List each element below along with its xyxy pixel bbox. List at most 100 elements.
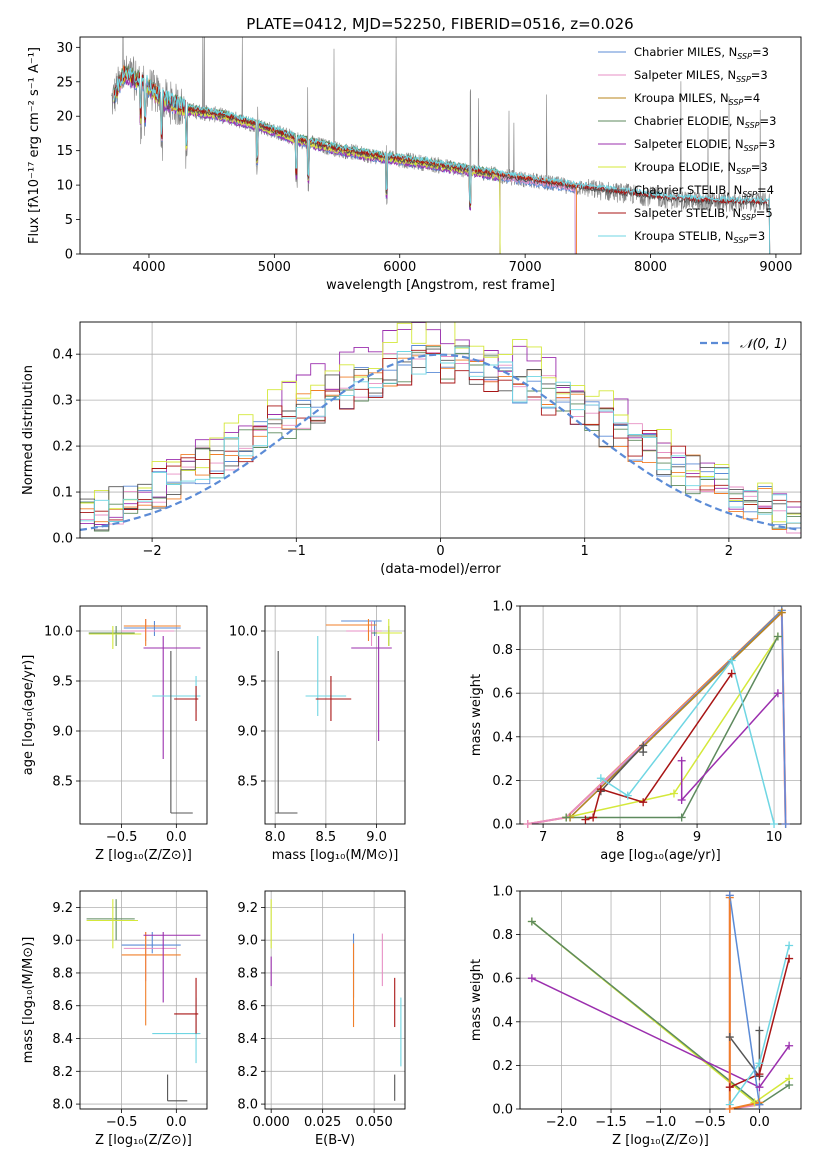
x-tick-label: 0.0	[166, 1115, 187, 1130]
weight-point	[623, 791, 632, 800]
weight-point	[562, 813, 571, 822]
panel-mass-weight-vs-Z: −2.0 −1.5 −1.0 −0.5 0.0 0.0 0.2 0.4 0.6 0.8 1.0 Z […	[469, 885, 802, 1148]
residual-histogram	[80, 346, 801, 524]
y-tick-label: 0.1	[52, 486, 73, 501]
y-tick-label: 0.2	[492, 774, 513, 789]
y-tick-label: 8.8	[237, 966, 258, 981]
residual-histogram	[80, 322, 801, 525]
y-tick-label: 25	[56, 75, 73, 90]
error-cross	[88, 626, 135, 646]
weight-point	[596, 785, 605, 794]
y-tick-label: 0.6	[492, 687, 513, 702]
y-tick-label: 8.5	[237, 775, 258, 790]
error-cross	[305, 636, 347, 716]
legend-label: Chabrier MILES, NSSP=3	[634, 45, 769, 61]
weight-point	[727, 669, 736, 678]
axes-frame	[79, 321, 802, 539]
y-axis-label: mass weight	[469, 674, 484, 756]
panel-age-vs-mass: 8.0 8.5 9.0 8.5 9.0 9.5 10.0 mass [log₁₀(M/M⊙)]	[229, 605, 406, 863]
y-tick-label: 20	[56, 110, 73, 125]
x-tick-label: 8.0	[265, 830, 286, 845]
error-cross	[325, 619, 377, 641]
x-tick-label: 0	[436, 544, 444, 559]
y-tick-label: 8.0	[237, 1098, 258, 1113]
axes-frame	[79, 605, 208, 825]
weight-point	[785, 941, 794, 950]
x-tick-label: 7000	[509, 260, 542, 275]
y-tick-label: 9.5	[237, 675, 258, 690]
y-tick-label: 30	[56, 41, 73, 56]
y-tick-label: 9.0	[237, 725, 258, 740]
weight-series	[729, 895, 761, 1105]
y-axis-label: Flux [fλ10⁻¹⁷ erg cm⁻² s⁻¹ A⁻¹]	[27, 47, 42, 244]
y-tick-label: 0.8	[492, 643, 513, 658]
y-tick-label: 8.0	[52, 1098, 73, 1113]
x-axis-label: wavelength [Angstrom, rest frame]	[326, 278, 555, 293]
x-tick-label: 8	[616, 830, 624, 845]
legend-label: Chabrier STELIB, NSSP=4	[634, 183, 774, 199]
error-cross	[121, 931, 181, 1026]
error-cross	[174, 686, 199, 721]
error-cross	[170, 651, 193, 814]
x-tick-label: −2	[143, 544, 162, 559]
legend-label: 𝒩(0, 1)	[740, 337, 787, 352]
x-tick-label: −0.5	[106, 830, 138, 845]
x-tick-label: −0.5	[106, 1115, 138, 1130]
x-tick-label: 5000	[258, 260, 291, 275]
plot-area-mass-vs-EBV	[270, 899, 402, 1101]
y-tick-label: 0.2	[52, 440, 73, 455]
error-cross	[174, 977, 199, 1034]
weight-point	[677, 796, 686, 805]
weight-point	[527, 917, 536, 926]
x-tick-label: 0.0	[749, 1115, 770, 1130]
x-tick-label: −1.0	[645, 1115, 677, 1130]
weight-point	[725, 1083, 734, 1092]
weight-point	[773, 632, 782, 641]
weight-point	[781, 820, 790, 828]
y-tick-label: 0.4	[492, 1015, 513, 1030]
weight-point	[725, 891, 734, 900]
x-axis-label: E(B-V)	[315, 1133, 355, 1148]
y-tick-label: 10	[56, 179, 73, 194]
panel-mass-vs-EBV: 0.000 0.025 0.050 8.0 8.2 8.4 8.6 8.8 9.0 9.2 E(B-…	[237, 890, 406, 1148]
weight-point	[596, 774, 605, 783]
weight-point	[755, 1070, 764, 1079]
legend-label: Salpeter MILES, NSSP=3	[634, 68, 768, 84]
y-tick-label: 9.0	[52, 934, 73, 949]
plot-area-residuals	[80, 322, 801, 534]
y-tick-label: 8.4	[237, 1032, 258, 1047]
y-tick-label: 9.0	[52, 725, 73, 740]
weight-point	[755, 1083, 764, 1092]
x-axis-label: Z [log₁₀(Z/Z⊙)]	[95, 848, 192, 863]
legend-label: Salpeter STELIB, NSSP=5	[634, 206, 773, 222]
x-axis-label: mass [log₁₀(M/M⊙)]	[272, 848, 399, 863]
x-tick-label: −2.0	[546, 1115, 578, 1130]
model-spectrum	[113, 66, 771, 254]
x-axis-label: Z [log₁₀(Z/Z⊙)]	[612, 1133, 709, 1148]
y-tick-label: 0.0	[492, 1103, 513, 1118]
weight-point	[725, 1105, 734, 1113]
y-tick-label: 0.8	[492, 928, 513, 943]
y-tick-label: 15	[56, 144, 73, 159]
weight-point	[589, 813, 598, 822]
y-tick-label: 0.6	[492, 972, 513, 987]
y-tick-label: 8.6	[237, 999, 258, 1014]
weight-point	[523, 820, 532, 828]
weight-point	[669, 789, 678, 798]
x-tick-label: 9000	[759, 260, 792, 275]
y-axis-label: age [log₁₀(age/yr)]	[21, 655, 36, 776]
y-tick-label: 8.2	[237, 1065, 258, 1080]
residual-histogram	[80, 322, 801, 523]
y-tick-label: 8.8	[52, 966, 73, 981]
axes-frame	[519, 890, 802, 1110]
weight-point	[639, 748, 648, 757]
y-tick-label: 8.5	[52, 775, 73, 790]
plot-area-mass-vs-Z	[86, 899, 201, 1102]
weight-point	[773, 689, 782, 698]
x-tick-label: 8000	[634, 260, 667, 275]
legend-label: Salpeter ELODIE, NSSP=3	[634, 137, 775, 153]
weight-point	[527, 974, 536, 983]
x-tick-label: 0.050	[356, 1115, 393, 1130]
